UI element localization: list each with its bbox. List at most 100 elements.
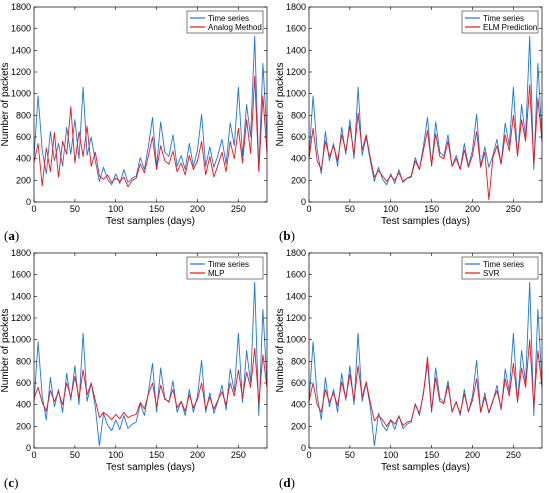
y-tick-label: 400	[16, 154, 31, 164]
y-tick-label: 1200	[286, 313, 306, 323]
plot-area	[309, 7, 542, 202]
legend-entry: ELM Prediction	[483, 23, 537, 32]
y-tick-label: 1800	[11, 248, 31, 258]
legend-box	[461, 256, 539, 280]
y-tick-label: 200	[16, 421, 31, 431]
legend-entry: Time series	[208, 260, 249, 269]
y-tick-label: 1400	[286, 45, 306, 55]
y-tick-label: 800	[291, 356, 306, 366]
legend-entry: Time series	[483, 260, 524, 269]
y-tick-label: 1000	[11, 89, 31, 99]
axes-box	[33, 252, 268, 449]
y-tick-label: 1200	[11, 67, 31, 77]
legend-box	[186, 10, 264, 34]
y-axis-label: Number of packets	[275, 309, 286, 393]
y-tick-label: 600	[291, 132, 306, 142]
plot-area	[34, 253, 267, 448]
x-tick-label: 100	[383, 204, 398, 214]
x-tick-label: 150	[424, 450, 439, 460]
x-tick-label: 50	[70, 204, 80, 214]
y-tick-label: 1400	[11, 45, 31, 55]
series-line-prediction	[308, 339, 543, 427]
x-tick-label: 250	[506, 450, 521, 460]
series-line-prediction	[33, 75, 268, 188]
x-tick-label: 200	[190, 204, 205, 214]
axes-box	[33, 6, 268, 203]
y-tick-label: 1200	[286, 67, 306, 77]
x-tick-label: 150	[149, 204, 164, 214]
y-tick-label: 1800	[286, 2, 306, 12]
y-tick-label: 1800	[11, 2, 31, 12]
chart-panel-a: 0 200 400 600 800 1000 1200 1400 1600 1800 0 50 100 1…	[0, 2, 268, 227]
chart-panel-c: 0 200 400 600 800 1000 1200 1400 1600 1800 0 50 100 1…	[0, 248, 268, 473]
y-tick-label: 400	[291, 400, 306, 410]
x-tick-label: 200	[465, 450, 480, 460]
series-line-prediction	[308, 84, 543, 201]
series-line-prediction	[33, 347, 268, 421]
x-tick-label: 0	[31, 450, 36, 460]
panel-label-c: (c)	[4, 475, 19, 490]
y-tick-label: 0	[26, 197, 31, 207]
panel-label-a: (a)	[4, 228, 20, 243]
axes-box	[308, 6, 543, 203]
legend-entry: Time series	[208, 14, 249, 23]
y-axis-label: Number of packets	[275, 63, 286, 147]
panel-label-d: (d)	[279, 475, 295, 490]
series-line-time-series	[33, 281, 268, 447]
y-tick-label: 200	[16, 175, 31, 185]
x-tick-label: 100	[108, 204, 123, 214]
legend-entry: Time series	[483, 14, 524, 23]
x-tick-label: 50	[345, 450, 355, 460]
y-tick-label: 1600	[286, 270, 306, 280]
x-axis-label: Test samples (days)	[381, 216, 470, 227]
chart-panel-b: 0 200 400 600 800 1000 1200 1400 1600 1800 0 50 100 1…	[275, 2, 543, 227]
x-axis-label: Test samples (days)	[106, 216, 195, 227]
legend-entry: MLP	[208, 269, 224, 278]
y-tick-label: 1000	[11, 335, 31, 345]
y-tick-label: 1600	[11, 270, 31, 280]
y-tick-label: 1600	[286, 24, 306, 34]
x-tick-label: 0	[31, 204, 36, 214]
x-axis-label: Test samples (days)	[381, 462, 470, 473]
x-tick-label: 250	[231, 204, 246, 214]
y-tick-label: 800	[16, 356, 31, 366]
y-tick-label: 1000	[286, 89, 306, 99]
y-tick-label: 1800	[286, 248, 306, 258]
x-tick-label: 200	[465, 204, 480, 214]
y-tick-label: 1400	[11, 291, 31, 301]
y-tick-label: 600	[16, 132, 31, 142]
y-tick-label: 200	[291, 175, 306, 185]
y-axis-label: Number of packets	[0, 63, 11, 147]
x-axis-label: Test samples (days)	[106, 462, 195, 473]
y-tick-label: 1600	[11, 24, 31, 34]
plot-area	[309, 253, 542, 448]
y-tick-label: 0	[301, 197, 306, 207]
y-tick-label: 1400	[286, 291, 306, 301]
y-tick-label: 600	[16, 378, 31, 388]
plot-area	[34, 7, 267, 202]
x-tick-label: 0	[306, 204, 311, 214]
y-tick-label: 1000	[286, 335, 306, 345]
y-tick-label: 600	[291, 378, 306, 388]
x-tick-label: 150	[424, 204, 439, 214]
x-tick-label: 150	[149, 450, 164, 460]
legend-entry: SVR	[483, 269, 500, 278]
y-axis-label: Number of packets	[0, 309, 11, 393]
x-tick-label: 0	[306, 450, 311, 460]
legend-box	[461, 10, 539, 34]
y-tick-label: 200	[291, 421, 306, 431]
y-tick-label: 0	[301, 443, 306, 453]
x-tick-label: 250	[231, 450, 246, 460]
x-tick-label: 100	[383, 450, 398, 460]
x-tick-label: 250	[506, 204, 521, 214]
y-tick-label: 0	[26, 443, 31, 453]
x-tick-label: 200	[190, 450, 205, 460]
y-tick-label: 1200	[11, 313, 31, 323]
chart-panel-d: 0 200 400 600 800 1000 1200 1400 1600 1800 0 50 100 1…	[275, 248, 543, 473]
legend-box	[186, 256, 264, 280]
y-tick-label: 800	[16, 110, 31, 120]
